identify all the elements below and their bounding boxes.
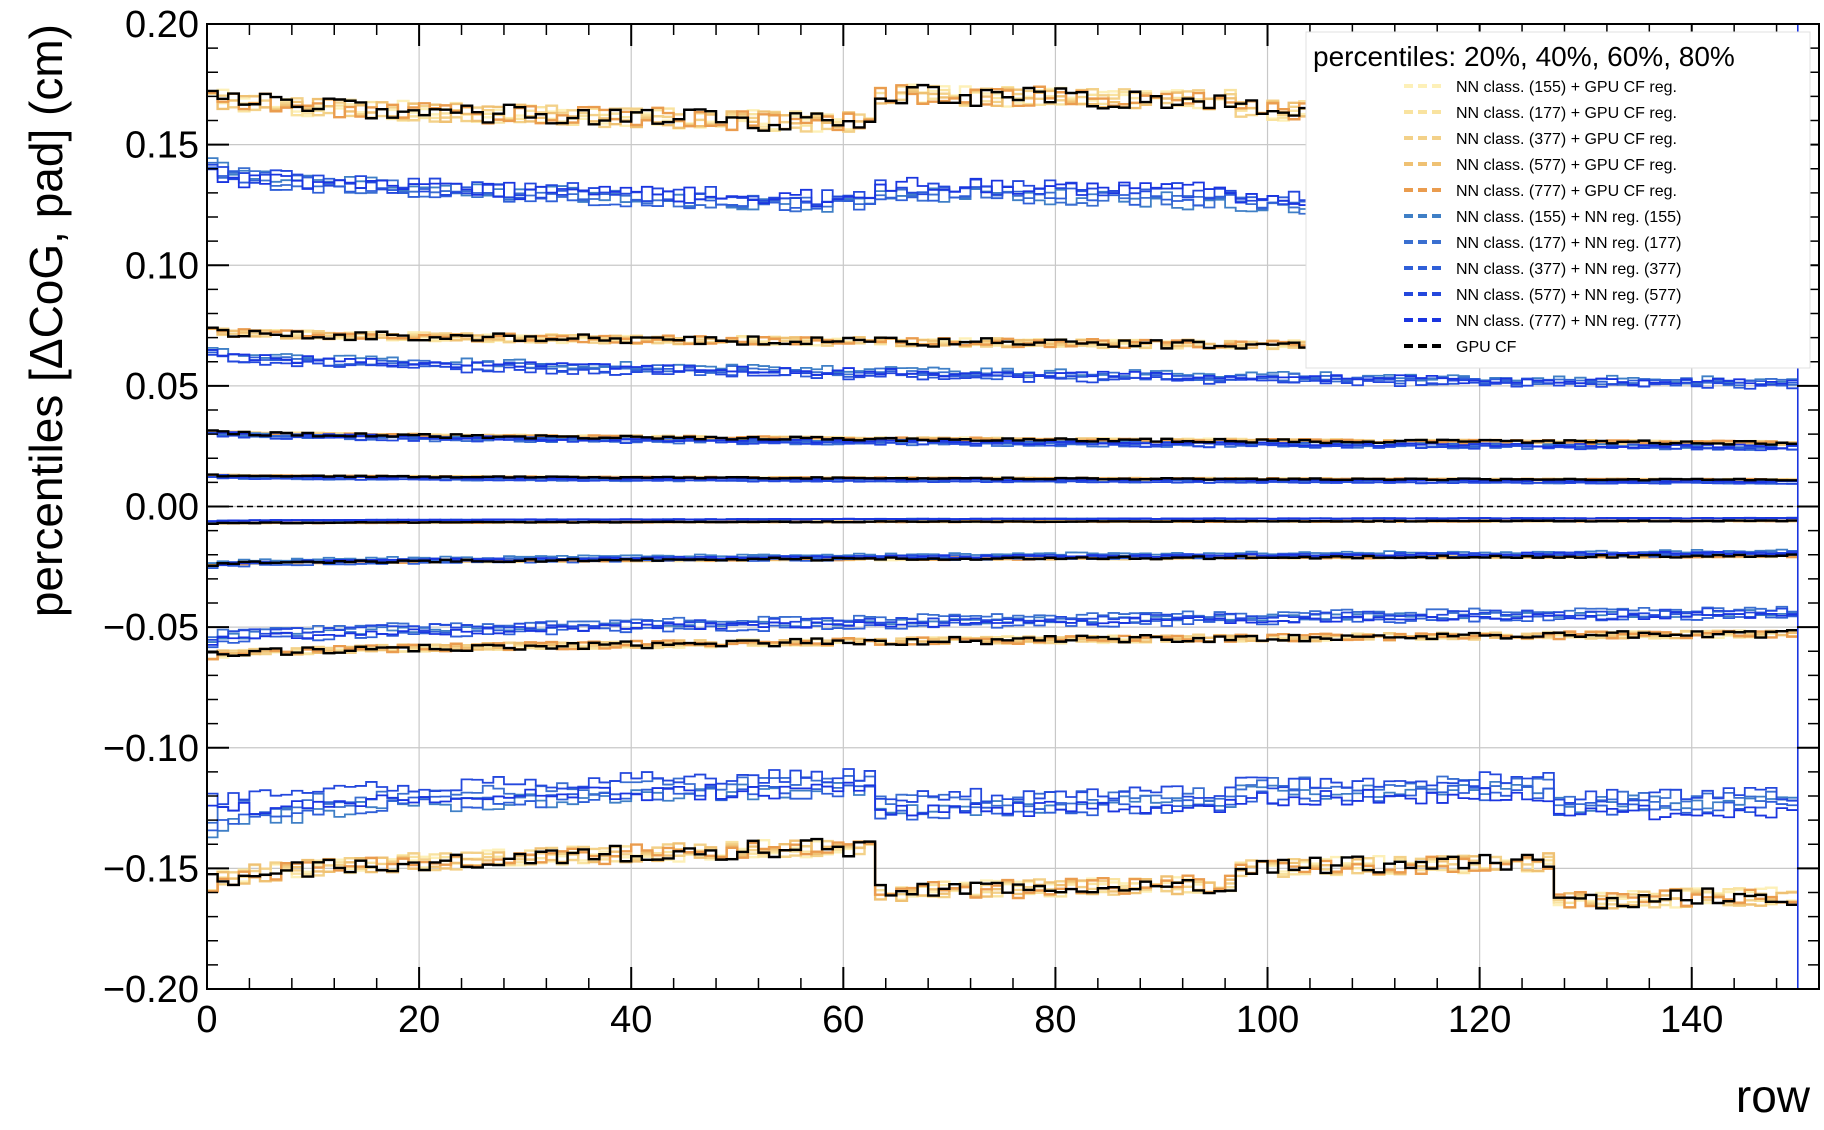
series-line [207, 611, 1798, 646]
legend-label: GPU CF [1456, 339, 1517, 356]
x-axis-label: row [1736, 1070, 1811, 1122]
x-tick-label: 140 [1660, 999, 1723, 1041]
series-line [207, 473, 1798, 482]
series-line [207, 429, 1798, 446]
x-tick-label: 100 [1236, 999, 1299, 1041]
y-tick-label: −0.20 [103, 969, 199, 1011]
y-tick-label: 0.00 [125, 487, 199, 529]
legend-entries: NN class. (155) + GPU CF reg. NN class. (… [1404, 79, 1681, 356]
legend-label: NN class. (777) + GPU CF reg. [1456, 183, 1677, 200]
y-tick-label: −0.05 [103, 607, 199, 649]
series-line [207, 476, 1798, 485]
legend-label: NN class. (777) + NN reg. (777) [1456, 313, 1681, 330]
series-line [207, 519, 1798, 525]
series-line [207, 628, 1798, 657]
series-line [207, 768, 1798, 806]
series-line [207, 775, 1798, 824]
legend-label: NN class. (577) + GPU CF reg. [1456, 157, 1677, 174]
x-tick-label: 80 [1034, 999, 1076, 1041]
series-line [207, 353, 1798, 390]
series-line [207, 781, 1798, 821]
x-tick-label: 0 [196, 999, 217, 1041]
y-tick-label: 0.05 [125, 366, 199, 408]
legend: percentiles: 20%, 40%, 60%, 80% NN class… [1305, 31, 1811, 369]
x-tick-label: 40 [610, 999, 652, 1041]
legend-label: NN class. (155) + NN reg. (155) [1456, 209, 1681, 226]
y-tick-label: −0.15 [103, 848, 199, 890]
tick-labels: 0 20 40 60 80 100 120 140 −0.20 −0.15 −0.10 −0.05 0.… [103, 4, 1724, 1041]
series-line [207, 837, 1798, 910]
series-line [207, 607, 1798, 641]
y-axis-label: percentiles [ΔCoG, pad] (cm) [20, 24, 72, 617]
x-tick-label: 60 [822, 999, 864, 1041]
legend-label: NN class. (177) + NN reg. (177) [1456, 235, 1681, 252]
legend-title: percentiles: 20%, 40%, 60%, 80% [1313, 41, 1735, 72]
x-tick-label: 20 [398, 999, 440, 1041]
y-tick-label: 0.10 [125, 245, 199, 287]
legend-label: NN class. (577) + NN reg. (577) [1456, 287, 1681, 304]
legend-label: NN class. (377) + GPU CF reg. [1456, 131, 1677, 148]
series-line [207, 348, 1798, 386]
legend-box [1305, 31, 1811, 369]
y-tick-label: −0.10 [103, 728, 199, 770]
legend-label: NN class. (377) + NN reg. (377) [1456, 261, 1681, 278]
y-tick-label: 0.20 [125, 4, 199, 46]
y-tick-label: 0.15 [125, 125, 199, 167]
x-tick-label: 120 [1448, 999, 1511, 1041]
series-line [207, 516, 1798, 523]
series-line [207, 553, 1798, 567]
legend-label: NN class. (155) + GPU CF reg. [1456, 79, 1677, 96]
legend-label: NN class. (177) + GPU CF reg. [1456, 105, 1677, 122]
